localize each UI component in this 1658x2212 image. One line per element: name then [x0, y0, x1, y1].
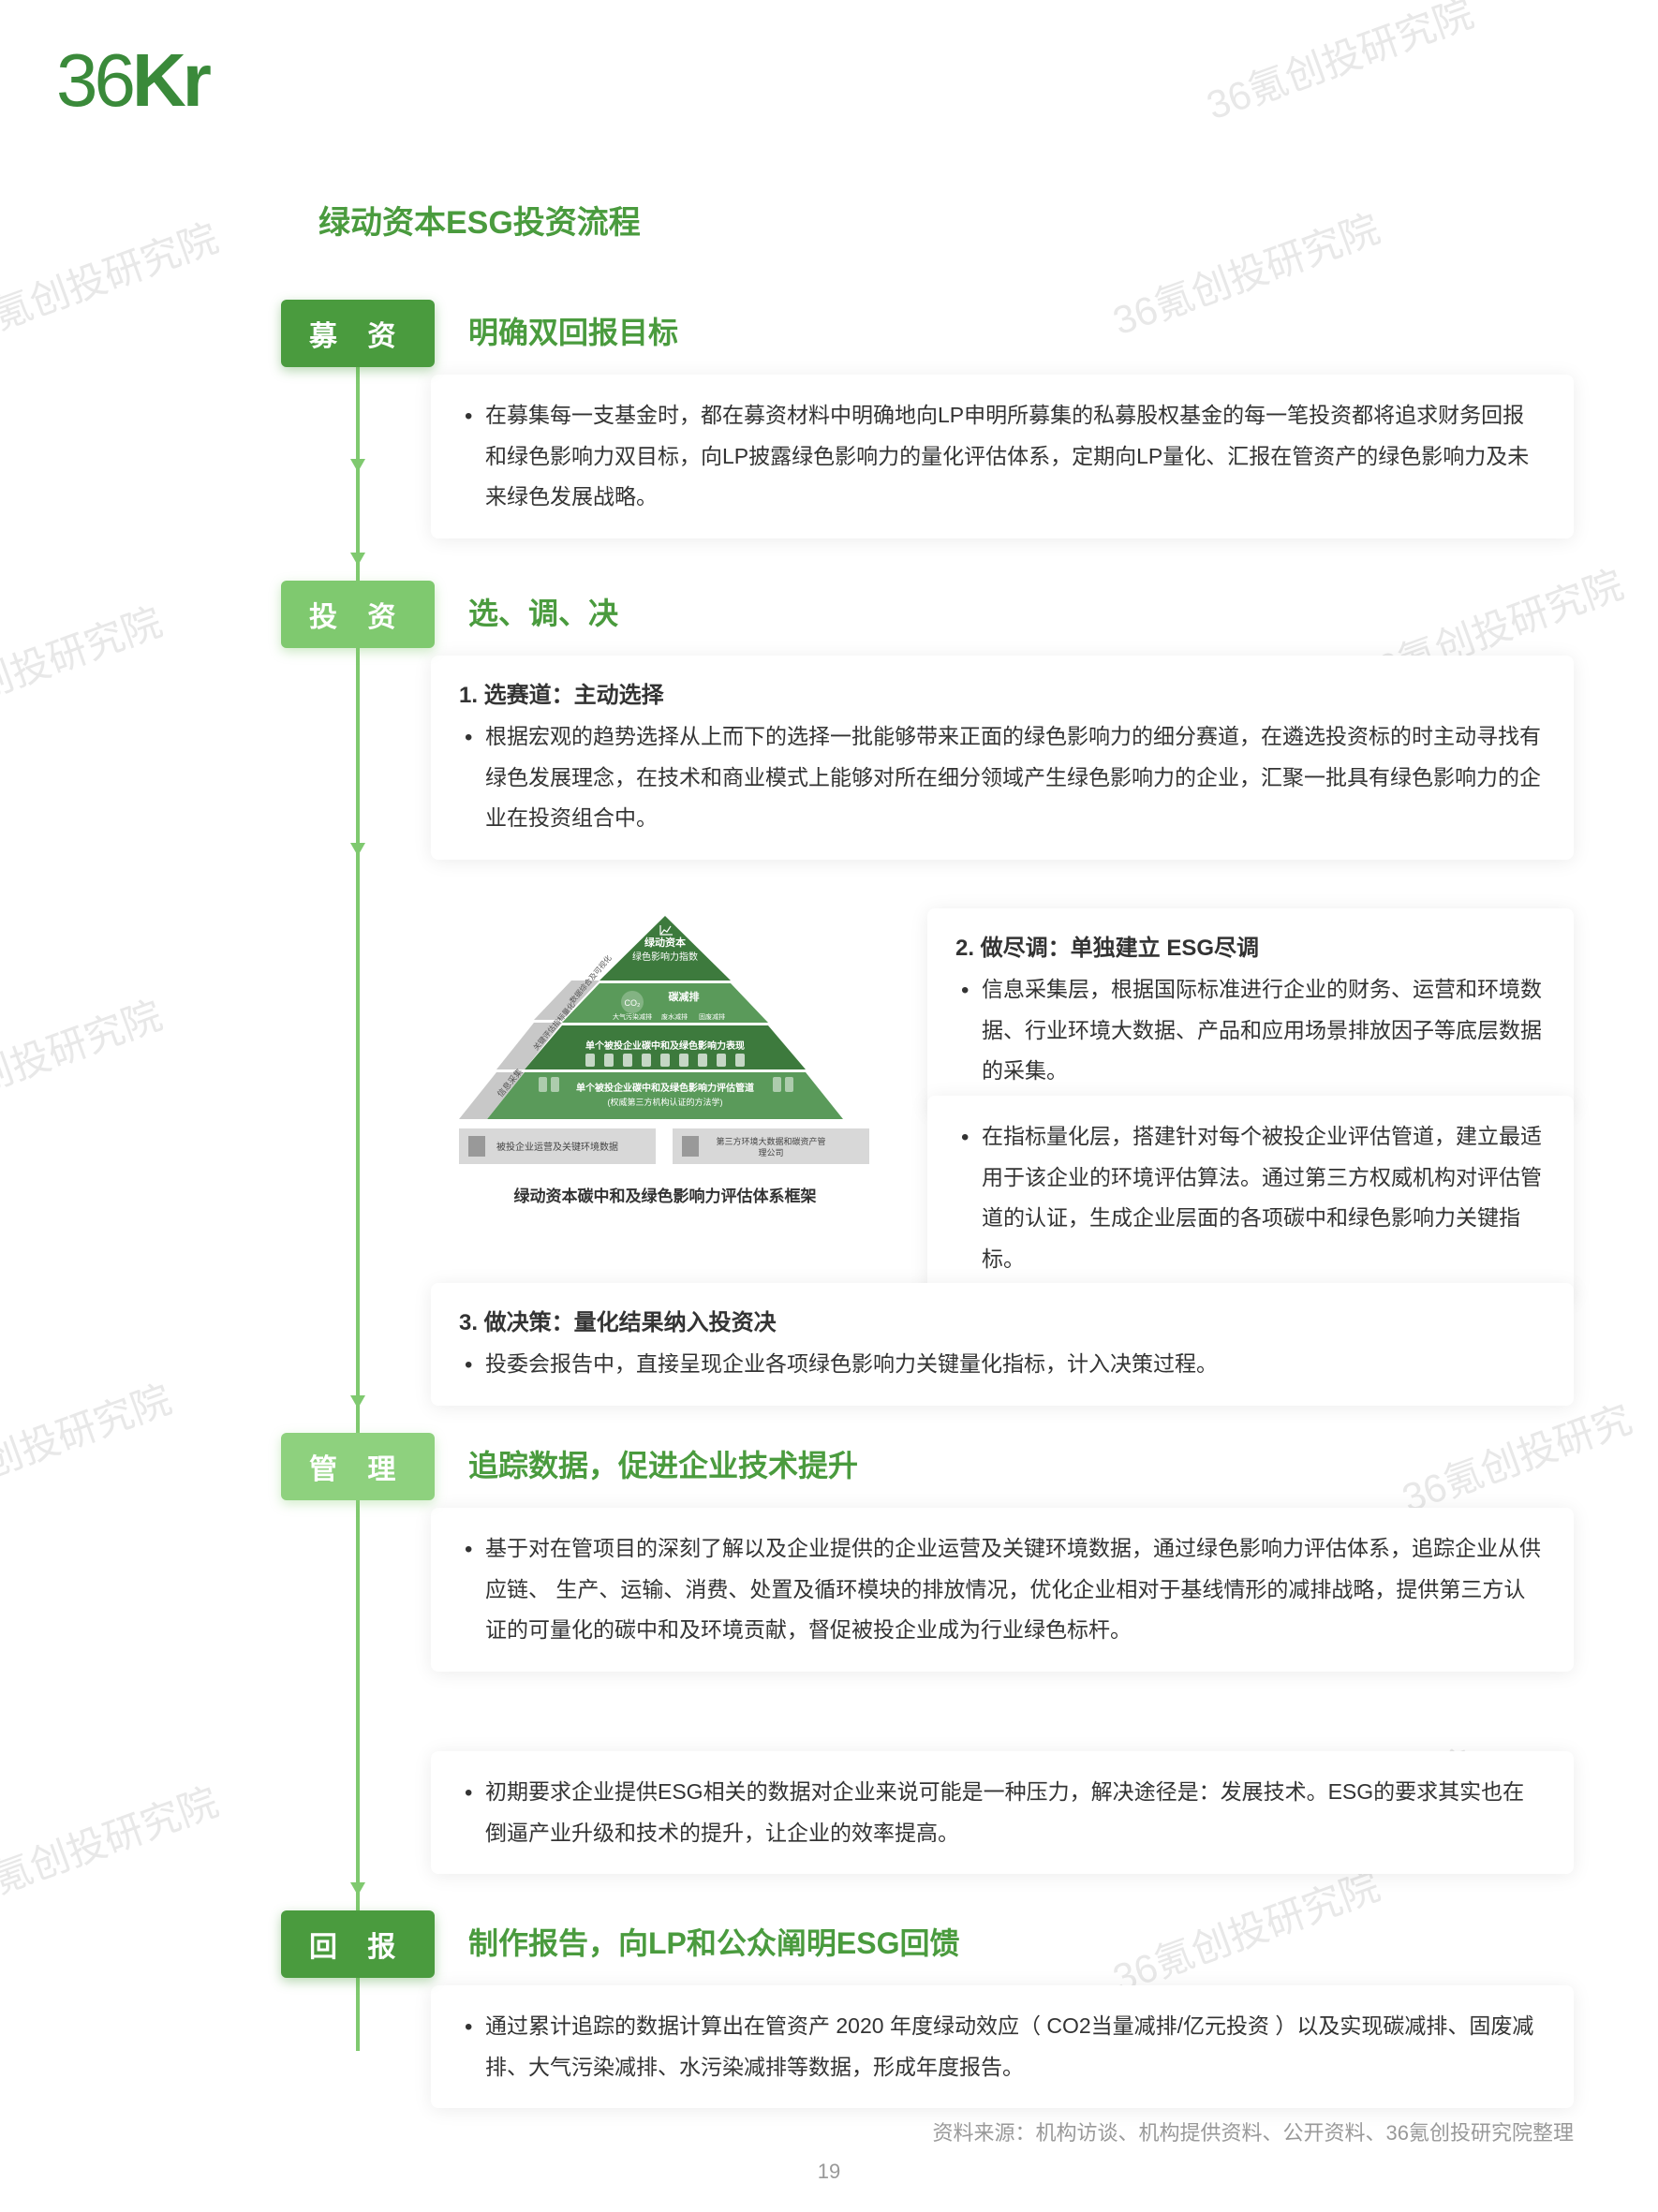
svg-text:大气污染减排: 大气污染减排 [613, 1012, 652, 1021]
svg-text:碳减排: 碳减排 [669, 990, 700, 1003]
step-label: 投 资 [281, 581, 435, 648]
pyramid-base-right-text: 第三方环境大数据和碳资产管 [716, 1136, 825, 1146]
watermark: 36氪创投研究院 [0, 1368, 178, 1517]
page-number: 19 [818, 2160, 840, 2184]
svg-text:理公司: 理公司 [758, 1148, 783, 1158]
pyramid-base-right [673, 1128, 869, 1164]
logo-prefix: 36 [56, 38, 132, 122]
timeline-arrow-icon [350, 1882, 365, 1895]
bullet-item: 通过累计追踪的数据计算出在管资产 2020 年度绿动效应（ CO2当量减排/亿元… [459, 2006, 1546, 2087]
sub-heading: 3. 做决策：量化结果纳入投资决 [459, 1304, 1546, 1336]
pyramid-base-left-text: 被投企业运营及关键环境数据 [496, 1141, 618, 1153]
watermark: 36氪创投研究院 [0, 984, 169, 1133]
timeline-arrow-icon [350, 459, 365, 472]
bullet-item: 信息采集层，根据国际标准进行企业的财务、运营和环境数据、行业环境大数据、产品和应… [955, 969, 1546, 1092]
bullet-item: 投委会报告中，直接呈现企业各项绿色影响力关键量化指标，计入决策过程。 [459, 1344, 1546, 1385]
watermark: 36氪创投研究院 [1104, 1855, 1387, 2004]
page-title: 绿动资本ESG投资流程 [318, 197, 641, 243]
bullet-item: 根据宏观的趋势选择从上而下的选择一批能够带来正面的绿色影响力的细分赛道，在遴选投… [459, 716, 1546, 839]
svg-text:绿色影响力指数: 绿色影响力指数 [632, 951, 698, 963]
content-box: 通过累计追踪的数据计算出在管资产 2020 年度绿动效应（ CO2当量减排/亿元… [431, 1985, 1574, 2108]
content-box: 基于对在管项目的深刻了解以及企业提供的企业运营及关键环境数据，通过绿色影响力评估… [431, 1508, 1574, 1672]
content-box: 初期要求企业提供ESG相关的数据对企业来说可能是一种压力，解决途径是：发展技术。… [431, 1751, 1574, 1874]
bullet-item: 初期要求企业提供ESG相关的数据对企业来说可能是一种压力，解决途径是：发展技术。… [459, 1772, 1546, 1853]
step-label: 募 资 [281, 300, 435, 367]
watermark: 36氪创投研究院 [0, 207, 225, 356]
bullet-item: 在募集每一支基金时，都在募资材料中明确地向LP申明所募集的私募股权基金的每一笔投… [459, 395, 1546, 518]
bullet-item: 在指标量化层，搭建针对每个被投企业评估管道，建立最适用于该企业的环境评估算法。通… [955, 1116, 1546, 1280]
timeline-arrow-icon [350, 843, 365, 856]
svg-text:绿动资本: 绿动资本 [644, 936, 686, 949]
step-heading: 明确双回报目标 [468, 309, 678, 352]
watermark: 36氪创投研究院 [0, 591, 169, 740]
content-box: 2. 做尽调：单独建立 ESG尽调信息采集层，根据国际标准进行企业的财务、运营和… [927, 908, 1574, 1113]
bullet-item: 基于对在管项目的深刻了解以及企业提供的企业运营及关键环境数据，通过绿色影响力评估… [459, 1528, 1546, 1651]
logo: 36Kr [56, 37, 208, 124]
step-label: 管 理 [281, 1433, 435, 1500]
step-heading: 制作报告，向LP和公众阐明ESG回馈 [468, 1920, 959, 1963]
timeline-arrow-icon [350, 1395, 365, 1408]
content-box: 1. 选赛道：主动选择根据宏观的趋势选择从上而下的选择一批能够带来正面的绿色影响… [431, 656, 1574, 860]
svg-text:固废减排: 固废减排 [699, 1012, 725, 1021]
step-label: 回 报 [281, 1910, 435, 1978]
watermark: 36氪创投研究院 [0, 1771, 225, 1920]
svg-text:(权威第三方机构认证的方法学): (权威第三方机构认证的方法学) [608, 1097, 723, 1107]
step-heading: 追踪数据，促进企业技术提升 [468, 1442, 858, 1485]
svg-text:CO₂: CO₂ [625, 998, 642, 1008]
step-heading: 选、调、决 [468, 590, 618, 633]
content-box: 3. 做决策：量化结果纳入投资决投委会报告中，直接呈现企业各项绿色影响力关键量化… [431, 1283, 1574, 1406]
pyramid-diagram: 被投企业运营及关键环境数据 第三方环境大数据和碳资产管 理公司 绿动资本 绿色影… [431, 908, 899, 1217]
sub-heading: 2. 做尽调：单独建立 ESG尽调 [955, 929, 1546, 962]
pyramid-caption: 绿动资本碳中和及绿色影响力评估体系框架 [431, 1183, 899, 1206]
content-box: 在指标量化层，搭建针对每个被投企业评估管道，建立最适用于该企业的环境评估算法。通… [927, 1096, 1574, 1301]
source-citation: 资料来源：机构访谈、机构提供资料、公开资料、36氪创投研究院整理 [933, 2116, 1574, 2146]
watermark: 36氪创投研究院 [1104, 198, 1387, 347]
watermark: 36氪创投研究院 [1198, 0, 1481, 131]
logo-suffix: Kr [132, 38, 208, 122]
svg-text:废水减排: 废水减排 [661, 1012, 688, 1021]
sub-heading: 1. 选赛道：主动选择 [459, 676, 1546, 709]
timeline-arrow-icon [350, 553, 365, 566]
svg-text:单个被投企业碳中和及绿色影响力表现: 单个被投企业碳中和及绿色影响力表现 [585, 1040, 745, 1052]
svg-text:单个被投企业碳中和及绿色影响力评估管道: 单个被投企业碳中和及绿色影响力评估管道 [576, 1082, 754, 1094]
content-box: 在募集每一支基金时，都在募资材料中明确地向LP申明所募集的私募股权基金的每一笔投… [431, 375, 1574, 538]
